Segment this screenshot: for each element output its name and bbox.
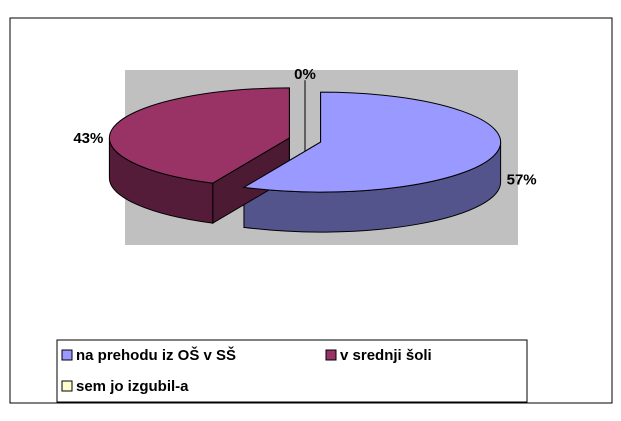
legend-swatch xyxy=(61,380,73,392)
data-label: 57% xyxy=(507,172,537,189)
legend-swatch xyxy=(325,349,337,361)
slice xyxy=(108,87,290,184)
legend-label: sem jo izgubil-a xyxy=(76,378,189,395)
data-label: 43% xyxy=(73,130,103,147)
data-label: 0% xyxy=(294,66,316,83)
slice xyxy=(242,91,502,193)
legend-swatch xyxy=(61,349,73,361)
legend-box xyxy=(56,339,528,403)
legend-label: na prehodu iz OŠ v SŠ xyxy=(76,346,236,364)
legend-label: v srednji šoli xyxy=(340,347,432,364)
